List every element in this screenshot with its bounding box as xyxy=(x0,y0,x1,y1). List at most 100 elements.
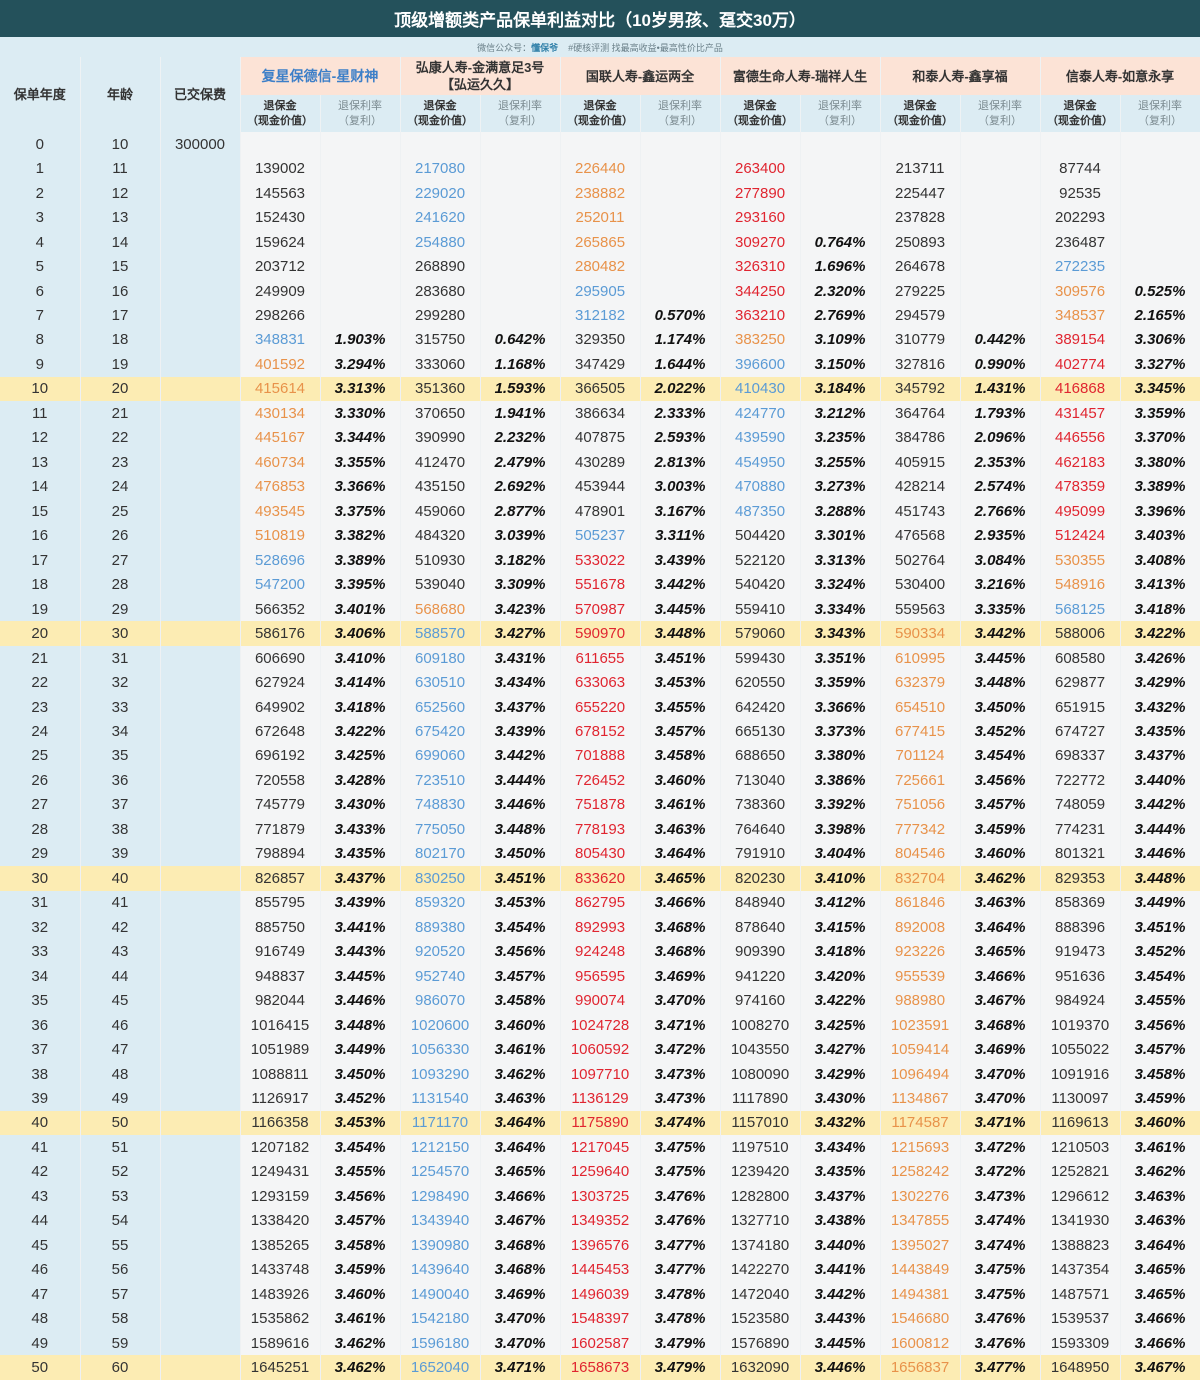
cell-paid xyxy=(160,890,241,915)
cell-return-rate: 3.441% xyxy=(320,915,401,940)
cell-return-rate xyxy=(480,156,561,181)
cell-cash-value: 1016415 xyxy=(240,1012,321,1038)
cell-return-rate: 3.450% xyxy=(320,1061,401,1087)
cell-cash-value: 559410 xyxy=(720,596,801,622)
cell-year: 31 xyxy=(0,890,81,915)
cell-year: 13 xyxy=(0,450,81,475)
cell-return-rate: 3.386% xyxy=(800,768,881,793)
cell-paid xyxy=(160,817,241,842)
cell-cash-value: 1126917 xyxy=(240,1086,321,1111)
cell-cash-value: 229020 xyxy=(400,180,481,206)
cell-paid xyxy=(160,621,241,646)
table-row: 22 32 627924 3.414% 630510 3.434% 633063 3.453%… xyxy=(0,670,1200,695)
cell-cash-value: 941220 xyxy=(720,963,801,989)
cell-cash-value: 454950 xyxy=(720,450,801,475)
cell-age: 21 xyxy=(80,401,161,426)
cell-cash-value: 974160 xyxy=(720,988,801,1013)
cell-return-rate: 3.466% xyxy=(1120,1330,1200,1356)
cell-cash-value: 1656837 xyxy=(880,1355,961,1380)
cell-paid: 300000 xyxy=(160,132,241,157)
cell-cash-value: 539040 xyxy=(400,572,481,597)
cell-return-rate: 1.696% xyxy=(800,254,881,279)
cell-cash-value: 1166358 xyxy=(240,1110,321,1136)
cell-return-rate: 3.464% xyxy=(1120,1233,1200,1258)
header-rate: 退保利率 （复利） xyxy=(640,95,721,132)
header-value-label: 退保金 xyxy=(743,99,777,112)
cell-cash-value: 675420 xyxy=(400,719,481,744)
cell-return-rate: 3.465% xyxy=(640,866,721,891)
cell-return-rate: 3.470% xyxy=(480,1330,561,1356)
cell-age: 22 xyxy=(80,425,161,451)
table-row: 38 48 1088811 3.450% 1093290 3.462% 1097710 3.4… xyxy=(0,1061,1200,1087)
cell-cash-value: 1600812 xyxy=(880,1330,961,1356)
cell-cash-value: 326310 xyxy=(720,254,801,279)
cell-year: 33 xyxy=(0,939,81,964)
cell-return-rate: 3.452% xyxy=(320,1086,401,1111)
cell-cash-value: 1043550 xyxy=(720,1037,801,1062)
cell-cash-value: 1546680 xyxy=(880,1306,961,1331)
cell-cash-value: 984924 xyxy=(1040,988,1121,1013)
cell-return-rate: 3.441% xyxy=(800,1257,881,1283)
cell-cash-value: 249909 xyxy=(240,278,321,304)
cell-paid xyxy=(160,1208,241,1234)
cell-return-rate: 3.306% xyxy=(1120,327,1200,353)
cell-age: 48 xyxy=(80,1061,161,1087)
cell-age: 57 xyxy=(80,1282,161,1307)
cell-cash-value: 678152 xyxy=(560,719,641,744)
product-subname: 【弘运久久】 xyxy=(441,77,520,92)
cell-return-rate: 3.457% xyxy=(640,719,721,744)
table-row: 36 46 1016415 3.448% 1020600 3.460% 1024728 3.4… xyxy=(0,1012,1200,1038)
table-row: 8 18 348831 1.903% 315750 0.642% 329350 1.174% 3… xyxy=(0,327,1200,353)
cell-return-rate xyxy=(800,205,881,230)
cell-cash-value: 478359 xyxy=(1040,474,1121,500)
cell-year: 49 xyxy=(0,1330,81,1356)
cell-paid xyxy=(160,376,241,402)
cell-return-rate: 3.375% xyxy=(320,499,401,524)
cell-year: 19 xyxy=(0,596,81,622)
cell-cash-value: 1576890 xyxy=(720,1330,801,1356)
cell-return-rate: 3.408% xyxy=(1120,547,1200,573)
cell-paid xyxy=(160,1159,241,1185)
cell-return-rate: 3.462% xyxy=(1120,1159,1200,1185)
cell-cash-value: 1207182 xyxy=(240,1135,321,1160)
cell-cash-value: 1303725 xyxy=(560,1184,641,1209)
cell-cash-value: 764640 xyxy=(720,817,801,842)
cell-cash-value: 804546 xyxy=(880,841,961,867)
cell-cash-value: 363210 xyxy=(720,303,801,328)
cell-cash-value: 241620 xyxy=(400,205,481,230)
cell-return-rate: 1.431% xyxy=(960,376,1041,402)
table-row: 41 51 1207182 3.454% 1212150 3.464% 1217045 3.4… xyxy=(0,1135,1200,1160)
cell-return-rate: 3.425% xyxy=(320,743,401,769)
cell-age: 13 xyxy=(80,205,161,230)
cell-cash-value: 1136129 xyxy=(560,1086,641,1111)
cell-return-rate: 3.442% xyxy=(640,572,721,597)
table-row: 15 25 493545 3.375% 459060 2.877% 478901 3.167%… xyxy=(0,499,1200,524)
cell-return-rate: 3.467% xyxy=(480,1208,561,1234)
cell-cash-value: 280482 xyxy=(560,254,641,279)
cell-return-rate: 3.468% xyxy=(480,1257,561,1283)
cell-cash-value: 1445453 xyxy=(560,1257,641,1283)
cell-paid xyxy=(160,254,241,279)
cell-return-rate: 3.413% xyxy=(1120,572,1200,597)
cell-return-rate: 3.426% xyxy=(1120,645,1200,671)
cell-year: 8 xyxy=(0,327,81,353)
cell-return-rate: 3.437% xyxy=(800,1184,881,1209)
table-row: 46 56 1433748 3.459% 1439640 3.468% 1445453 3.4… xyxy=(0,1257,1200,1283)
cell-cash-value: 460734 xyxy=(240,450,321,475)
cell-cash-value: 1131540 xyxy=(400,1086,481,1111)
cell-return-rate: 0.442% xyxy=(960,327,1041,353)
cell-return-rate xyxy=(480,303,561,328)
cell-year: 10 xyxy=(0,376,81,402)
cell-return-rate: 3.458% xyxy=(1120,1061,1200,1087)
cell-return-rate: 3.395% xyxy=(320,572,401,597)
cell-return-rate: 3.469% xyxy=(640,963,721,989)
cell-cash-value: 152430 xyxy=(240,205,321,230)
header-value-label: （现金价值） xyxy=(887,114,954,127)
cell-cash-value: 889380 xyxy=(400,915,481,940)
cell-year: 34 xyxy=(0,963,81,989)
cell-return-rate: 3.403% xyxy=(1120,523,1200,548)
cell-cash-value: 389154 xyxy=(1040,327,1121,353)
cell-cash-value: 775050 xyxy=(400,817,481,842)
cell-return-rate: 3.469% xyxy=(480,1282,561,1307)
cell-cash-value: 720558 xyxy=(240,768,321,793)
